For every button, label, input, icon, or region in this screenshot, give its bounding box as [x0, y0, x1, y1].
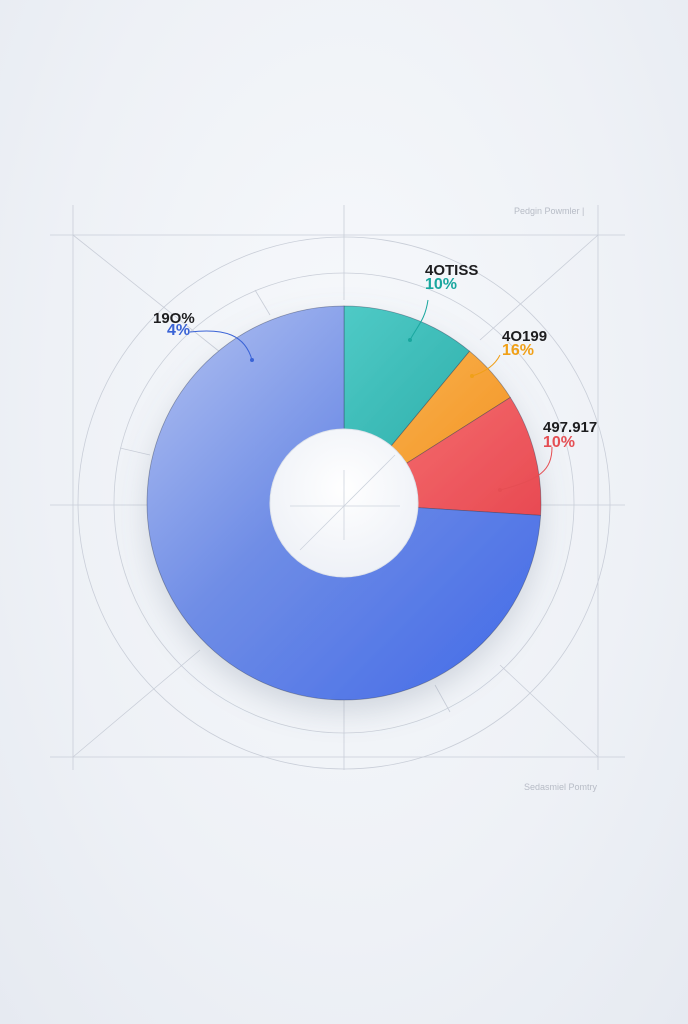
slice-value-label-blue: 19O%: [153, 310, 195, 327]
leader-line-red: [499, 446, 553, 491]
corner-caption-bottom-right: Sedasmiel Pomtry: [524, 782, 598, 792]
leader-line-orange: [471, 354, 501, 377]
slice-value-label-orange: 4O199: [502, 328, 547, 345]
leader-lines: [189, 299, 553, 492]
slice-percent-label-teal: 10%: [425, 276, 457, 293]
leader-line-blue: [189, 330, 253, 361]
slice-percent-label-blue: 4%: [167, 322, 190, 339]
guide-lines: [50, 205, 625, 770]
slice-percent-label-red: 10%: [543, 434, 575, 451]
leader-line-teal: [409, 299, 429, 341]
slice-value-label-teal: 4OTISS: [425, 262, 478, 279]
donut-slices: [146, 305, 542, 701]
slice-value-label-red: 497.917: [543, 419, 597, 436]
corner-caption-top-right: Pedgin Powmler |: [514, 206, 584, 216]
slice-percent-label-orange: 16%: [502, 342, 534, 359]
hole-guide-lines: [290, 454, 400, 551]
